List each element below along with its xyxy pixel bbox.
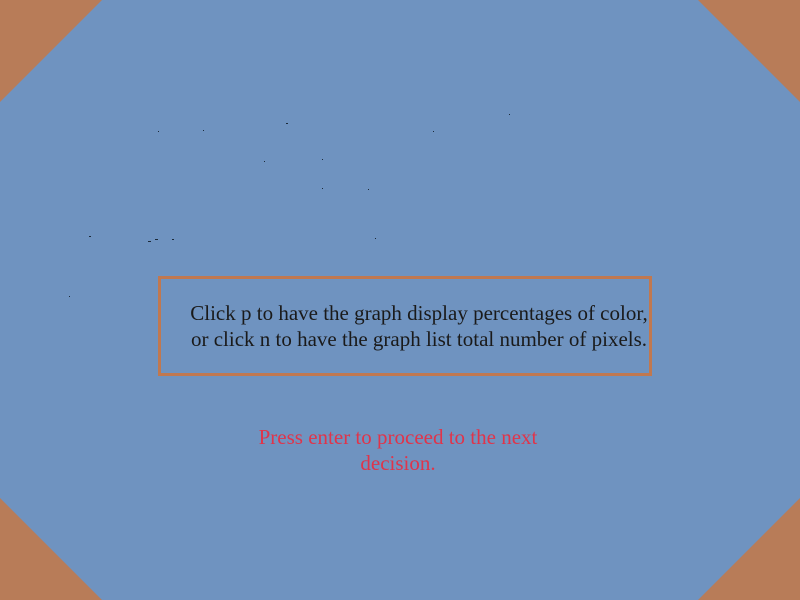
noise-specks: [69, 114, 510, 297]
proceed-prompt: Press enter to proceed to the next decis…: [258, 425, 538, 475]
corner-top-right: [698, 0, 800, 102]
corner-bottom-right: [698, 498, 800, 600]
instruction-box: Click p to have the graph display percen…: [158, 276, 652, 376]
corner-top-left: [0, 0, 102, 102]
instruction-text: Click p to have the graph display percen…: [190, 301, 648, 351]
corner-bottom-left: [0, 498, 102, 600]
